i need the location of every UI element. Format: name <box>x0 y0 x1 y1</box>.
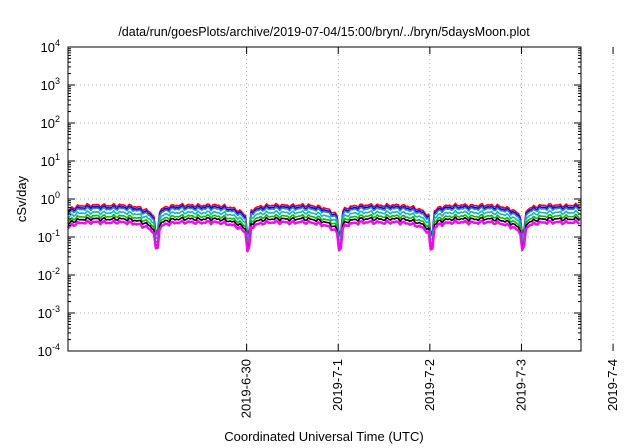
y-tick-label: 10-2 <box>38 266 60 283</box>
x-tick-label: 2019-6-30 <box>239 359 254 418</box>
series-line <box>67 213 581 246</box>
x-tick-label: 2019-7-2 <box>422 359 437 411</box>
series-line <box>67 219 581 253</box>
x-tick-label: 2019-7-3 <box>513 359 528 411</box>
y-axis-label: cSv/day <box>14 175 29 222</box>
series-line <box>67 209 581 243</box>
y-tick-label: 10-3 <box>38 304 60 321</box>
x-tick-label: 2019-7-1 <box>330 359 345 411</box>
y-tick-label: 10-1 <box>38 228 60 245</box>
axes: 10-4 10-3 10-2 10-1 100 101 102 103 104 2019-6-30… <box>38 38 621 418</box>
y-tick-label: 103 <box>41 76 60 93</box>
y-tick-label: 104 <box>41 38 60 55</box>
series-line <box>67 202 581 235</box>
series-line <box>67 206 581 239</box>
y-tick-label: 101 <box>41 152 60 169</box>
series-layer <box>67 202 581 253</box>
y-tick-label: 102 <box>41 114 60 131</box>
series-line <box>67 216 581 249</box>
x-axis-label: Coordinated Universal Time (UTC) <box>224 429 423 444</box>
chart-title: /data/run/goesPlots/archive/2019-07-04/1… <box>118 25 530 39</box>
series-line <box>67 204 581 237</box>
x-tick-label: 2019-7-4 <box>605 359 620 411</box>
y-tick-label: 100 <box>41 190 60 207</box>
y-tick-label: 10-4 <box>38 342 60 359</box>
grid <box>68 47 614 351</box>
